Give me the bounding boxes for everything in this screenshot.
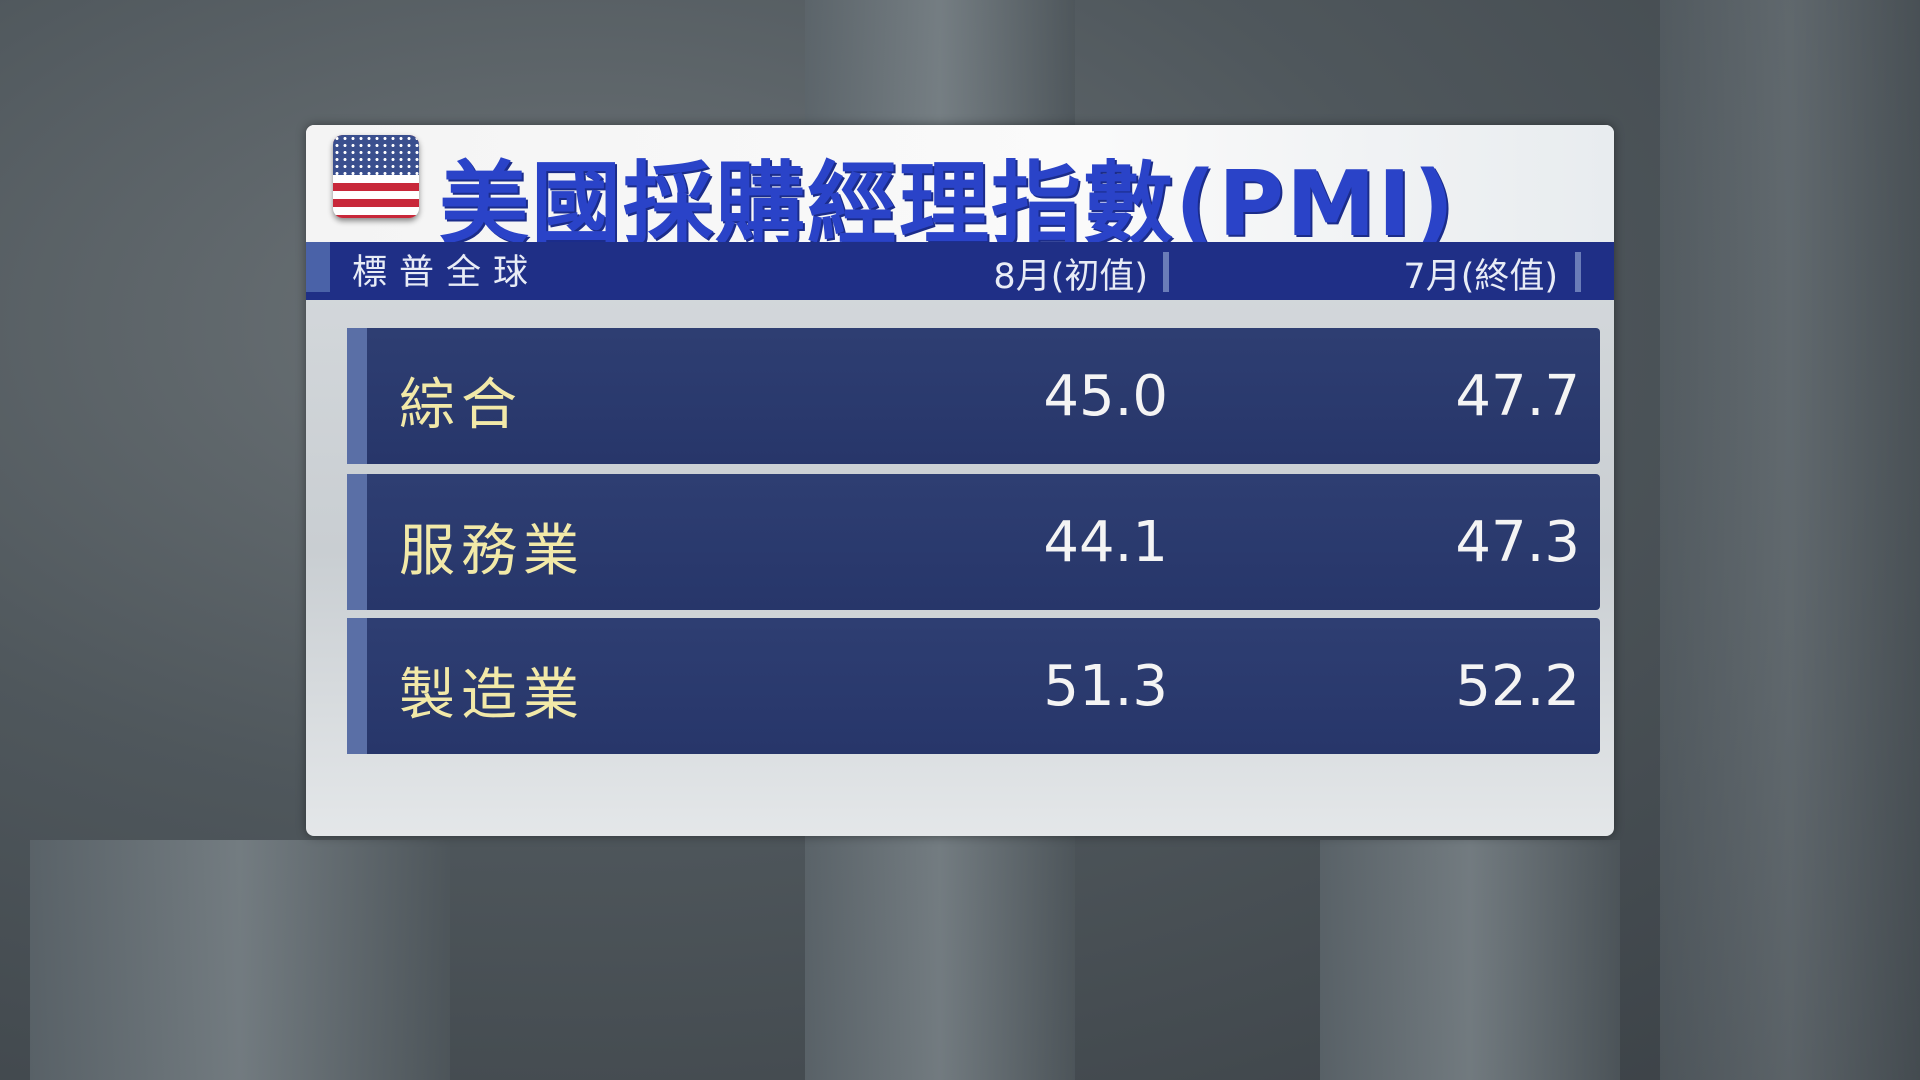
value-aug: 45.0	[1043, 364, 1168, 429]
source-label: 標普全球	[352, 253, 541, 293]
value-aug: 51.3	[1043, 654, 1168, 719]
value-jul: 47.7	[1455, 364, 1580, 429]
table-row: 綜合 45.0 47.7	[347, 328, 1600, 464]
row-label: 服務業	[399, 519, 585, 584]
title-band: 美國採購經理指數(PMI)	[306, 125, 1614, 257]
row-label: 製造業	[399, 663, 585, 728]
column-separator	[1575, 252, 1581, 292]
row-accent	[347, 618, 367, 754]
header-bar: 標普全球 8月(初值) 7月(終值)	[306, 242, 1614, 300]
column-header-aug: 8月(初值)	[993, 257, 1148, 297]
background-building-far-right	[1660, 0, 1920, 1080]
table-row: 服務業 44.1 47.3	[347, 474, 1600, 610]
row-accent	[347, 328, 367, 464]
table-row: 製造業 51.3 52.2	[347, 618, 1600, 754]
row-accent	[347, 474, 367, 610]
column-separator	[1163, 252, 1169, 292]
background-building-left	[30, 840, 450, 1080]
value-jul: 47.3	[1455, 510, 1580, 575]
panel-title: 美國採購經理指數(PMI)	[439, 152, 1457, 257]
pmi-panel: 美國採購經理指數(PMI) 標普全球 8月(初值) 7月(終值) 綜合 45.0…	[306, 125, 1614, 836]
background-building-right	[1320, 840, 1620, 1080]
header-accent	[306, 242, 330, 292]
row-label: 綜合	[399, 373, 523, 438]
value-jul: 52.2	[1455, 654, 1580, 719]
value-aug: 44.1	[1043, 510, 1168, 575]
column-header-jul: 7月(終值)	[1403, 257, 1558, 297]
us-flag-icon	[333, 135, 419, 218]
